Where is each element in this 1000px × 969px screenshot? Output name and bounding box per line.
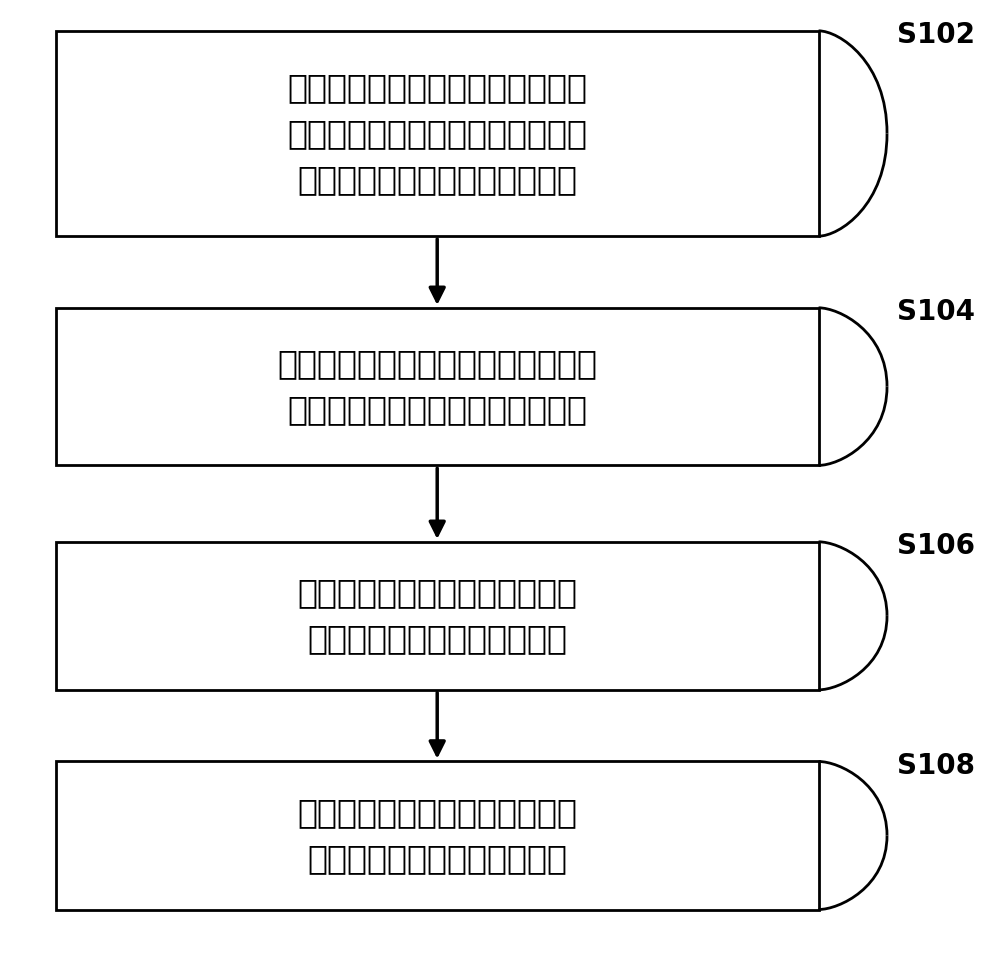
- Text: 基于粒级分布状态、功率状态和
负荷状态调整半自磨机的频率: 基于粒级分布状态、功率状态和 负荷状态调整半自磨机的频率: [297, 796, 577, 875]
- Text: 确定半自磨机的功率变化值，基于功
率变化值确定半自磨机的功率状态: 确定半自磨机的功率变化值，基于功 率变化值确定半自磨机的功率状态: [277, 347, 597, 426]
- Text: S106: S106: [897, 532, 975, 560]
- FancyBboxPatch shape: [56, 308, 819, 465]
- Text: S104: S104: [897, 298, 975, 327]
- Text: S108: S108: [897, 752, 975, 780]
- FancyBboxPatch shape: [56, 762, 819, 910]
- FancyBboxPatch shape: [56, 542, 819, 690]
- Text: 确定半自磨机的负荷值，基于负
荷值确定半自磨机的负荷状态: 确定半自磨机的负荷值，基于负 荷值确定半自磨机的负荷状态: [297, 577, 577, 655]
- FancyBboxPatch shape: [56, 31, 819, 236]
- Text: S102: S102: [897, 21, 975, 49]
- Text: 确定磨矿溢流产物的粒级实时值，
基于磨矿溢流产物的粒级实时值确
定磨矿溢流产物的粒级分布状态: 确定磨矿溢流产物的粒级实时值， 基于磨矿溢流产物的粒级实时值确 定磨矿溢流产物的…: [287, 71, 587, 196]
